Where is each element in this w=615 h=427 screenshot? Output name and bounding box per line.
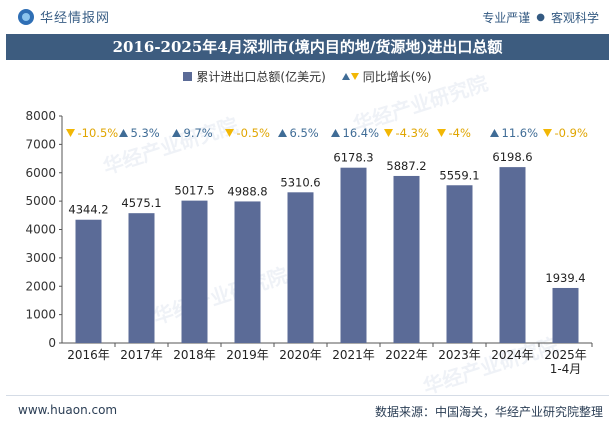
chart-legend: 累计进出口总额(亿美元) 同比增长(%) bbox=[0, 66, 615, 86]
bar-value-label: 1939.4 bbox=[545, 271, 585, 285]
bar-value-label: 5887.2 bbox=[386, 159, 426, 173]
growth-down-marker bbox=[437, 129, 446, 137]
y-tick-label: 6000 bbox=[25, 166, 56, 180]
header-tags: 专业严谨 ● 客观科学 bbox=[482, 9, 599, 26]
bar bbox=[128, 213, 155, 343]
growth-down-marker bbox=[66, 129, 75, 137]
legend-label-growth: 同比增长(%) bbox=[362, 69, 432, 84]
top-bar: 华经情报网 专业严谨 ● 客观科学 bbox=[0, 0, 615, 34]
footer: www.huaon.com 数据来源：中国海关，华经产业研究院整理 bbox=[0, 395, 615, 427]
bar-value-label: 5559.1 bbox=[439, 168, 479, 182]
bullet-icon: ● bbox=[536, 12, 545, 23]
x-tick-label: 2019年 bbox=[226, 348, 269, 362]
x-tick-label: 2016年 bbox=[67, 348, 110, 362]
bar bbox=[340, 167, 367, 343]
x-tick-label: 2023年 bbox=[438, 348, 481, 362]
bar-chart: 0 1000 2000 3000 4000 5000 6000 7000 8000 4344.2 2… bbox=[25, 109, 593, 376]
header-tag-rigorous: 专业严谨 bbox=[482, 11, 531, 25]
footer-url-link[interactable]: www.huaon.com bbox=[18, 403, 118, 417]
x-tick-label: 2024年 bbox=[491, 348, 534, 362]
x-tick-label: 2018年 bbox=[173, 348, 216, 362]
bar-value-label: 4988.8 bbox=[227, 184, 267, 198]
growth-label: 5.3% bbox=[131, 126, 160, 140]
brand-name: 华经情报网 bbox=[40, 11, 111, 26]
bar bbox=[287, 192, 314, 343]
bar bbox=[181, 200, 208, 343]
growth-down-marker bbox=[384, 129, 393, 137]
triangle-down-icon bbox=[350, 72, 359, 80]
y-tick-label: 5000 bbox=[25, 194, 56, 208]
legend-bar-swatch bbox=[183, 71, 193, 81]
growth-up-marker bbox=[119, 129, 128, 137]
legend-item-total: 累计进出口总额(亿美元) bbox=[183, 68, 326, 85]
growth-label: -0.9% bbox=[555, 126, 588, 140]
growth-up-marker bbox=[331, 129, 340, 137]
x-tick-label: 2017年 bbox=[120, 348, 163, 362]
growth-label: 9.7% bbox=[184, 126, 213, 140]
y-tick-label: 4000 bbox=[25, 223, 56, 237]
growth-label: 6.5% bbox=[290, 126, 319, 140]
y-tick-label: 8000 bbox=[25, 109, 56, 123]
growth-label: 11.6% bbox=[502, 126, 539, 140]
header-tag-objective: 客观科学 bbox=[550, 11, 599, 25]
bar bbox=[499, 167, 526, 343]
x-tick-label: 2022年 bbox=[385, 348, 428, 362]
x-tick-label: 2025年 1-4月 bbox=[544, 348, 587, 376]
footer-source: 数据来源：中国海关，华经产业研究院整理 bbox=[374, 405, 603, 419]
y-tick-label: 2000 bbox=[25, 279, 56, 293]
brand[interactable]: 华经情报网 bbox=[18, 7, 110, 26]
brand-logo-icon bbox=[18, 8, 34, 25]
bar-value-label: 4575.1 bbox=[121, 196, 161, 210]
bar-value-label: 6198.6 bbox=[492, 150, 532, 164]
bar-value-label: 4344.2 bbox=[68, 203, 108, 217]
bar bbox=[446, 185, 473, 343]
footer-divider bbox=[6, 395, 609, 396]
bar-value-label: 5017.5 bbox=[174, 184, 214, 198]
growth-label: -0.5% bbox=[237, 126, 270, 140]
growth-up-marker bbox=[172, 129, 181, 137]
bar bbox=[552, 287, 579, 343]
x-tick-label: 2020年 bbox=[279, 348, 322, 362]
bar bbox=[234, 201, 261, 343]
growth-label: -4.3% bbox=[396, 126, 429, 140]
y-tick-label: 1000 bbox=[25, 308, 56, 322]
growth-label: -10.5% bbox=[78, 126, 119, 140]
x-tick-label: 2021年 bbox=[332, 348, 375, 362]
bar-value-label: 6178.3 bbox=[333, 151, 373, 165]
legend-label-total: 累计进出口总额(亿美元) bbox=[196, 69, 326, 84]
bar bbox=[75, 219, 102, 343]
chart-title: 2016-2025年4月深圳市(境内目的地/货源地)进出口总额 bbox=[6, 34, 609, 60]
growth-label: 16.4% bbox=[343, 126, 380, 140]
legend-item-growth: 同比增长(%) bbox=[341, 68, 432, 85]
bar bbox=[393, 175, 420, 343]
y-tick-label: 7000 bbox=[25, 137, 56, 151]
growth-up-marker bbox=[490, 129, 499, 137]
triangle-up-icon bbox=[341, 72, 350, 80]
y-tick-label: 3000 bbox=[25, 251, 56, 265]
growth-down-marker bbox=[225, 129, 234, 137]
growth-label: -4% bbox=[449, 126, 471, 140]
growth-up-marker bbox=[278, 129, 287, 137]
bar-value-label: 5310.6 bbox=[280, 175, 320, 189]
y-tick-label: 0 bbox=[48, 336, 56, 350]
growth-down-marker bbox=[543, 129, 552, 137]
